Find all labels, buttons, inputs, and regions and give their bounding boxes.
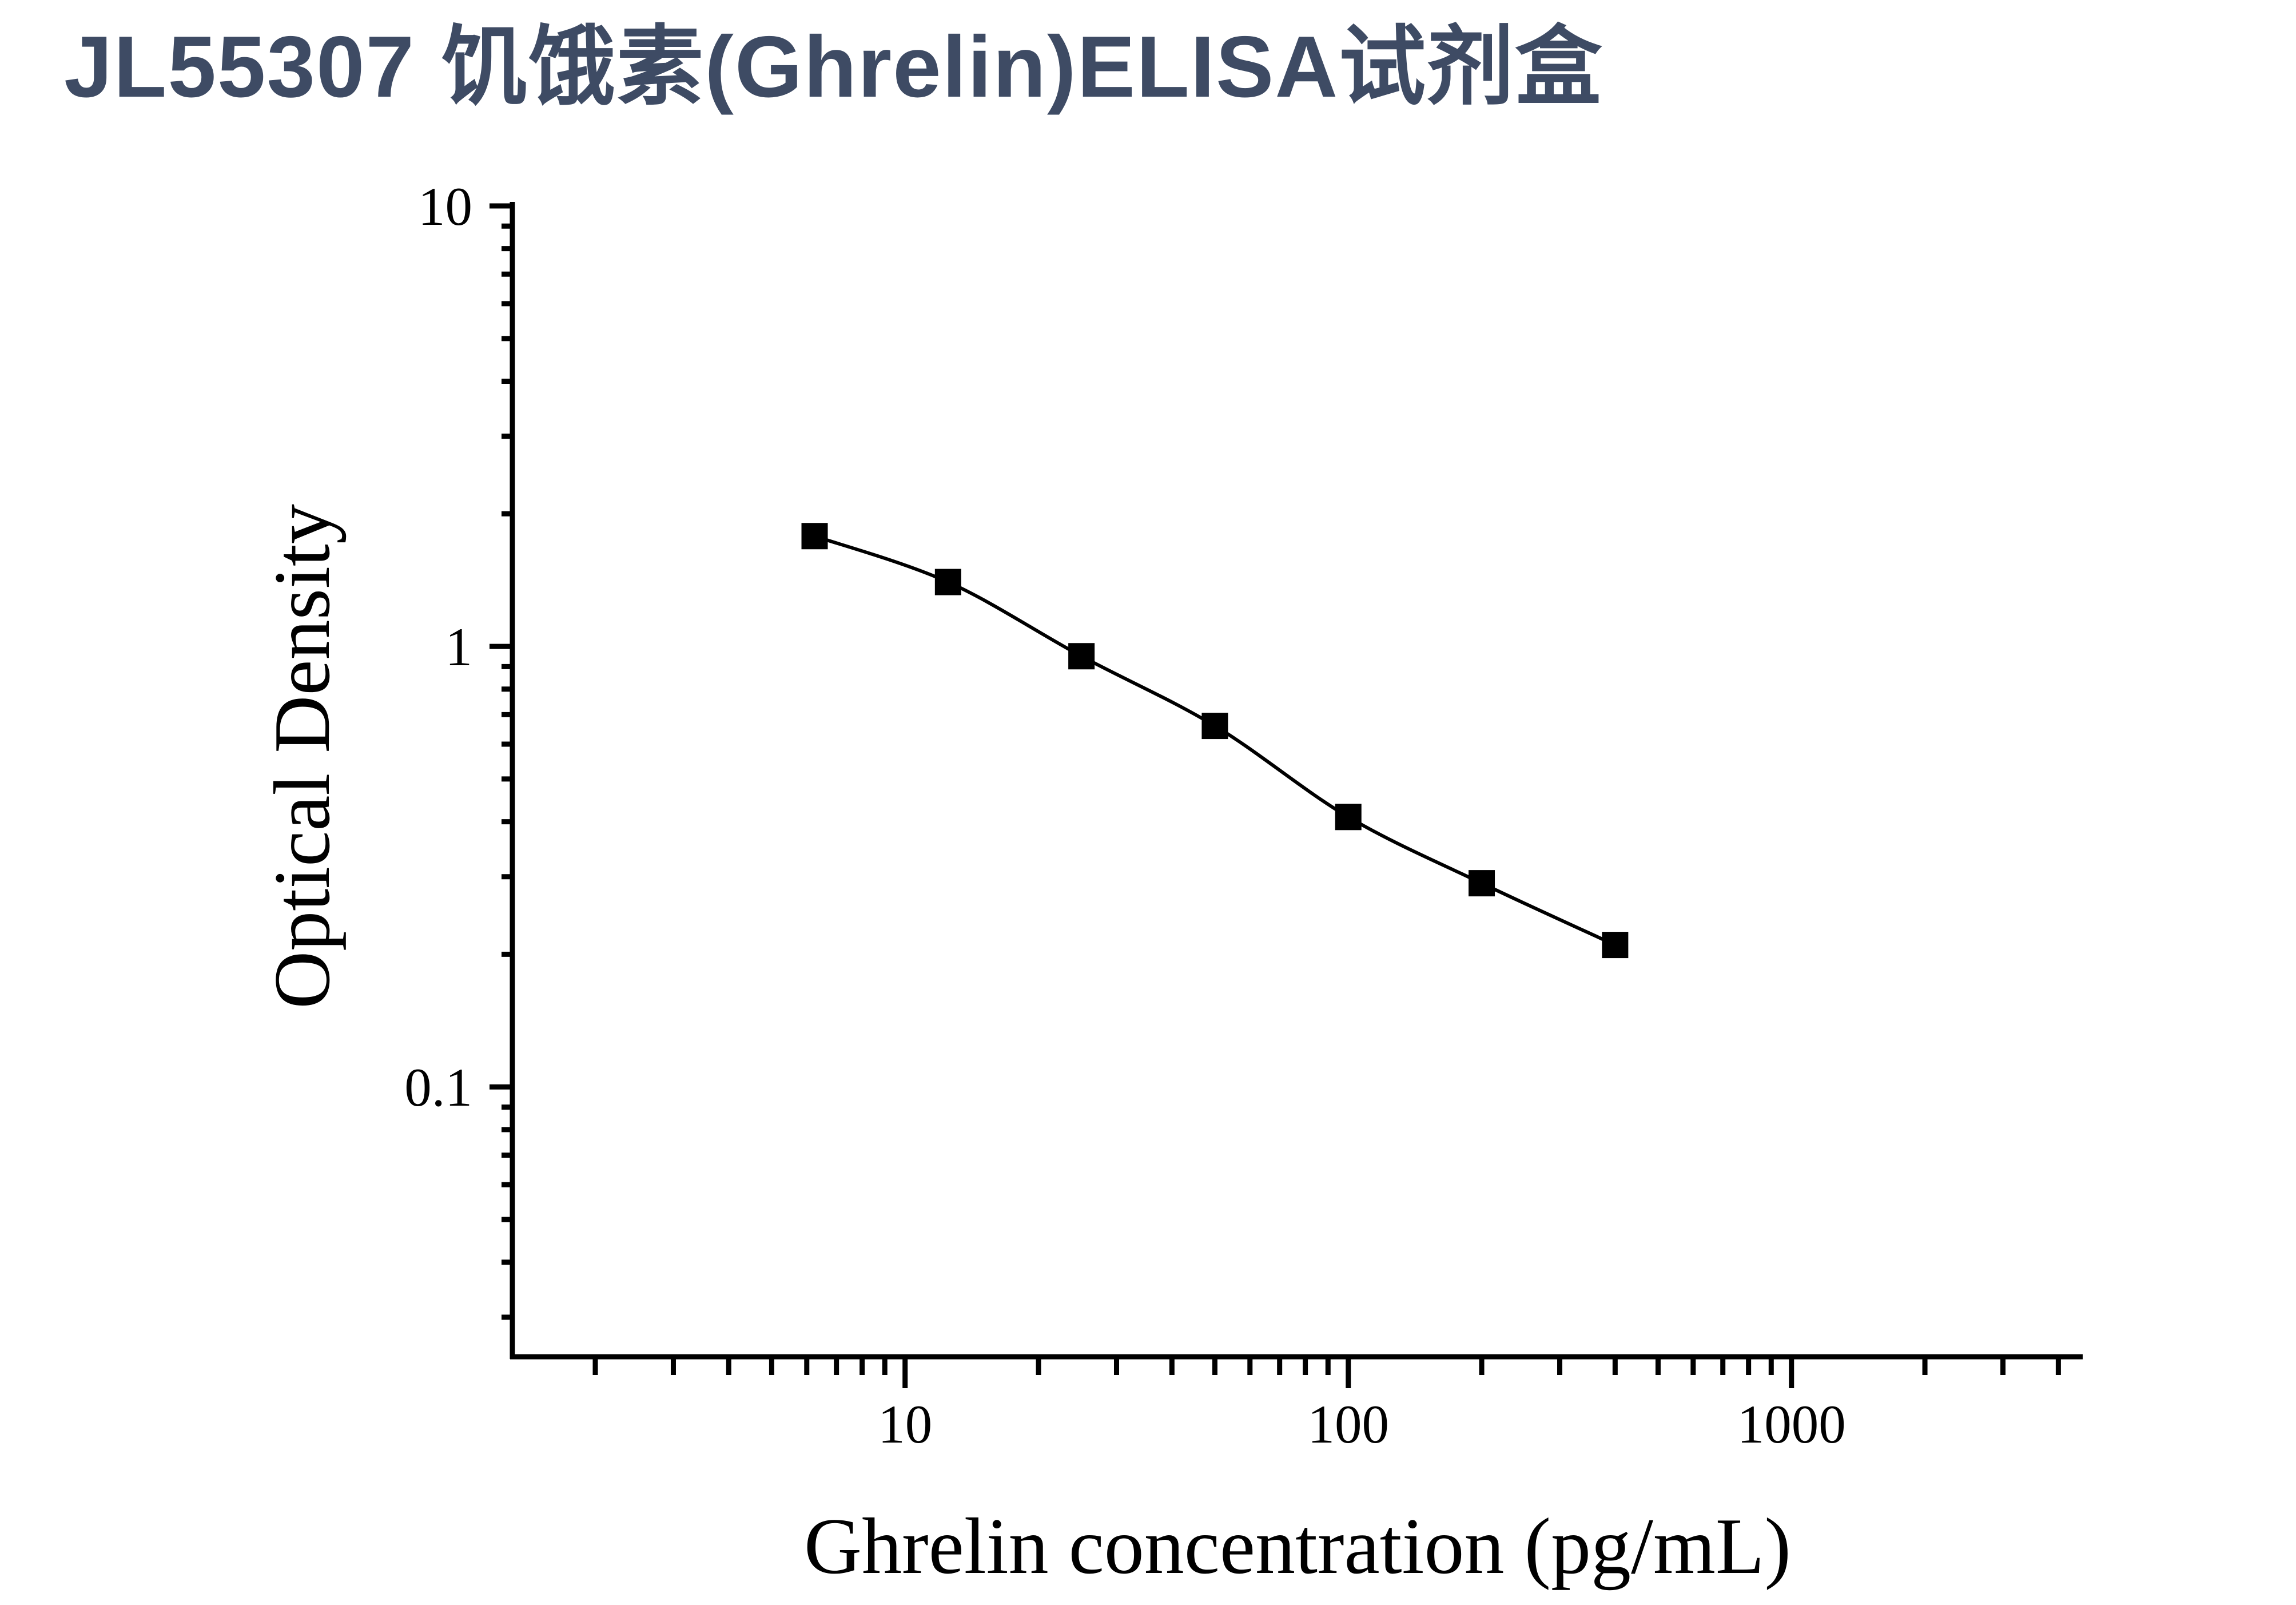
tick-labels: 10 100 1000 10 1 0.1	[404, 176, 1846, 1455]
data-point-marker	[1068, 643, 1095, 670]
data-series	[801, 523, 1629, 959]
x-tick-label: 100	[1307, 1394, 1389, 1455]
y-axis-title: Optical Density	[258, 504, 347, 1009]
y-tick-label: 0.1	[404, 1057, 472, 1118]
x-tick-label: 10	[878, 1394, 932, 1455]
data-point-marker	[801, 523, 828, 550]
data-point-marker	[934, 569, 961, 595]
curve-line	[814, 534, 1616, 947]
axis-ticks	[490, 203, 2061, 1388]
data-point-marker	[1335, 804, 1362, 831]
axis-titles: Ghrelin concentration (pg/mL) Optical Den…	[258, 504, 1791, 1591]
y-tick-label: 10	[418, 176, 472, 237]
data-point-marker	[1201, 713, 1228, 740]
x-tick-label: 1000	[1737, 1394, 1846, 1455]
data-point-marker	[1602, 932, 1629, 959]
y-tick-label: 1	[445, 617, 473, 677]
data-point-marker	[1469, 870, 1495, 897]
x-axis-title: Ghrelin concentration (pg/mL)	[804, 1502, 1791, 1591]
page-title: JL55307 饥饿素(Ghrelin)ELISA试剂盒	[64, 18, 1603, 116]
